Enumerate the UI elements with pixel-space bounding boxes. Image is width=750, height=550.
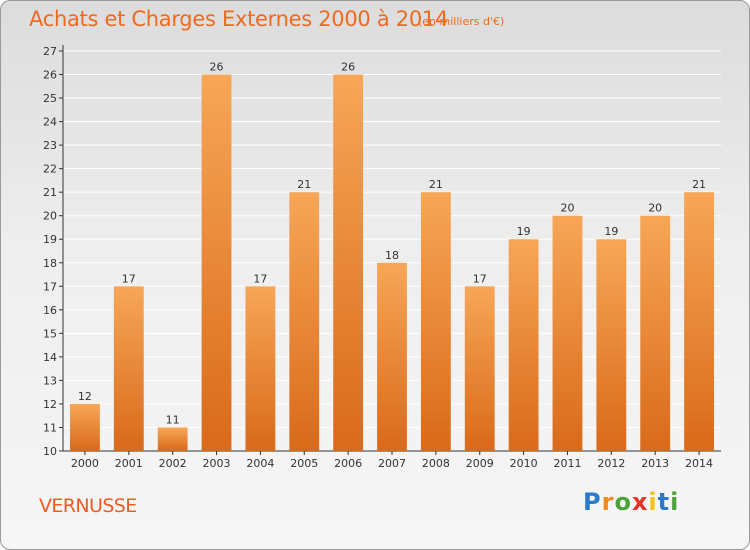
bar-2011 bbox=[552, 215, 583, 451]
bar-2002 bbox=[157, 427, 188, 451]
data-label-2009: 17 bbox=[473, 272, 487, 285]
bars bbox=[70, 74, 714, 452]
y-tick-label: 21 bbox=[43, 186, 57, 199]
commune-name: VERNUSSE bbox=[39, 495, 137, 517]
y-tick-label: 13 bbox=[43, 374, 57, 387]
x-tick-label-2008: 2008 bbox=[422, 457, 450, 470]
data-label-2001: 17 bbox=[122, 272, 136, 285]
y-tick-label: 14 bbox=[43, 351, 57, 364]
x-tick-label-2002: 2002 bbox=[159, 457, 187, 470]
y-tick-label: 23 bbox=[43, 139, 57, 152]
data-label-2004: 17 bbox=[253, 272, 267, 285]
x-tick-label-2007: 2007 bbox=[378, 457, 406, 470]
y-tick-label: 20 bbox=[43, 210, 57, 223]
y-tick-label: 26 bbox=[43, 69, 57, 82]
data-label-2005: 21 bbox=[297, 178, 311, 191]
data-label-2007: 18 bbox=[385, 249, 399, 262]
bar-2009 bbox=[464, 286, 495, 451]
bar-2008 bbox=[420, 192, 451, 452]
data-label-2006: 26 bbox=[341, 61, 355, 74]
bar-2000 bbox=[70, 403, 100, 451]
x-tick-label-2012: 2012 bbox=[597, 457, 625, 470]
bar-2005 bbox=[289, 192, 320, 452]
y-tick-label: 16 bbox=[43, 304, 57, 317]
labels: 10 11 12 13 14 15 16 17 18 19 20 21 22 23 24 25 26 27 12 20… bbox=[43, 45, 713, 470]
bar-2013 bbox=[640, 215, 671, 451]
bar-2003 bbox=[201, 74, 232, 451]
y-tick-label: 24 bbox=[43, 116, 57, 129]
y-tick-label: 11 bbox=[43, 421, 57, 434]
data-label-2003: 26 bbox=[210, 61, 224, 74]
x-tick-label-2003: 2003 bbox=[203, 457, 231, 470]
x-tick-label-2005: 2005 bbox=[290, 457, 318, 470]
data-label-2008: 21 bbox=[429, 178, 443, 191]
bar-2007 bbox=[377, 262, 407, 451]
x-tick-label-2004: 2004 bbox=[246, 457, 274, 470]
x-tick-label-2010: 2010 bbox=[510, 457, 538, 470]
x-tick-label-2011: 2011 bbox=[553, 457, 581, 470]
y-tick-label: 22 bbox=[43, 163, 57, 176]
data-label-2010: 19 bbox=[517, 225, 531, 238]
y-tick-label: 12 bbox=[43, 398, 57, 411]
x-tick-label-2013: 2013 bbox=[641, 457, 669, 470]
x-tick-label-2001: 2001 bbox=[115, 457, 143, 470]
bar-2014 bbox=[684, 192, 714, 452]
y-tick-label: 25 bbox=[43, 92, 57, 105]
y-tick-label: 27 bbox=[43, 45, 57, 58]
bar-2012 bbox=[596, 239, 627, 451]
data-label-2012: 19 bbox=[604, 225, 618, 238]
bar-2006 bbox=[333, 74, 364, 451]
data-label-2002: 11 bbox=[166, 413, 180, 426]
x-tick-label-2006: 2006 bbox=[334, 457, 362, 470]
data-label-2000: 12 bbox=[78, 390, 92, 403]
bar-2010 bbox=[508, 239, 539, 451]
y-tick-label: 18 bbox=[43, 257, 57, 270]
data-label-2011: 20 bbox=[560, 202, 574, 215]
bar-2001 bbox=[113, 286, 144, 451]
y-tick-label: 17 bbox=[43, 280, 57, 293]
y-tick-label: 15 bbox=[43, 327, 57, 340]
chart-title: Achats et Charges Externes 2000 à 2014 bbox=[29, 7, 449, 31]
chart-subtitle: (en milliers d'€) bbox=[418, 15, 505, 28]
y-tick-label: 19 bbox=[43, 233, 57, 246]
y-tick-label: 10 bbox=[43, 445, 57, 458]
proxiti-logo: Proxiti bbox=[583, 488, 680, 516]
bar-2004 bbox=[245, 286, 276, 451]
x-tick-label-2000: 2000 bbox=[71, 457, 99, 470]
x-tick-label-2009: 2009 bbox=[466, 457, 494, 470]
x-tick-label-2014: 2014 bbox=[685, 457, 713, 470]
data-label-2014: 21 bbox=[692, 178, 706, 191]
data-label-2013: 20 bbox=[648, 202, 662, 215]
